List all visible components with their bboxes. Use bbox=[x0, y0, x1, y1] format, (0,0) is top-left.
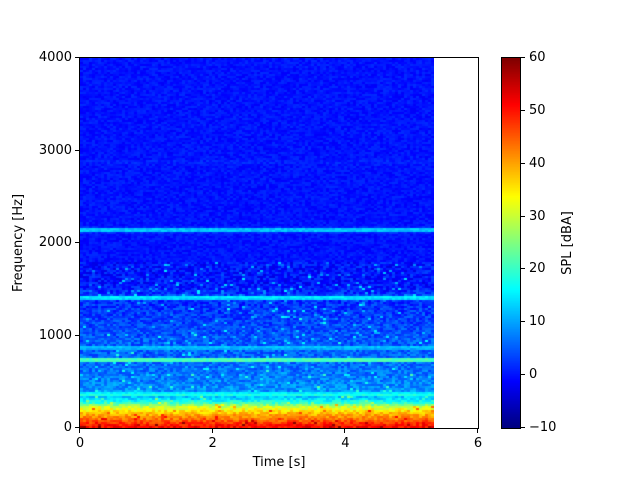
colorbar-tick-mark bbox=[521, 427, 525, 428]
y-tick-mark bbox=[75, 57, 79, 58]
spectrogram-canvas bbox=[80, 58, 434, 428]
colorbar-tick-label: 30 bbox=[529, 208, 546, 224]
y-tick-mark bbox=[75, 149, 79, 151]
colorbar-tick-mark bbox=[521, 162, 525, 164]
y-tick-label: 4000 bbox=[38, 50, 72, 65]
colorbar-tick-mark bbox=[521, 374, 525, 376]
x-tick-label: 4 bbox=[341, 436, 350, 451]
y-tick-label: 0 bbox=[63, 420, 72, 435]
y-tick-label: 1000 bbox=[38, 327, 72, 343]
y-tick-mark bbox=[75, 242, 79, 243]
x-tick-mark bbox=[477, 429, 478, 433]
colorbar-tick-mark bbox=[521, 109, 525, 111]
colorbar-tick-label: 0 bbox=[529, 367, 538, 383]
plot-axes bbox=[79, 57, 479, 429]
x-tick-label: 6 bbox=[473, 436, 483, 451]
y-tick-mark bbox=[75, 334, 79, 336]
colorbar bbox=[501, 57, 521, 429]
y-tick-label: 2000 bbox=[38, 235, 72, 250]
colorbar-gradient-canvas bbox=[502, 58, 520, 428]
colorbar-tick-label: 20 bbox=[529, 261, 546, 277]
colorbar-tick-label: 40 bbox=[529, 155, 546, 171]
colorbar-tick-mark bbox=[521, 321, 525, 323]
x-tick-label: 2 bbox=[208, 436, 217, 451]
colorbar-tick-mark bbox=[521, 268, 525, 270]
colorbar-tick-mark bbox=[521, 57, 525, 58]
colorbar-tick-label: 50 bbox=[529, 102, 546, 118]
colorbar-tick-label: 10 bbox=[529, 314, 546, 330]
x-tick-mark bbox=[344, 429, 346, 433]
x-tick-mark bbox=[79, 429, 80, 433]
x-tick-mark bbox=[211, 429, 213, 433]
x-tick-label: 0 bbox=[75, 436, 85, 451]
y-axis-label: Frequency [Hz] bbox=[11, 193, 26, 293]
y-tick-label: 3000 bbox=[38, 142, 72, 158]
colorbar-tick-label: −10 bbox=[529, 420, 557, 435]
x-axis-label: Time [s] bbox=[252, 455, 306, 470]
y-tick-mark bbox=[75, 427, 79, 428]
colorbar-tick-label: 60 bbox=[529, 50, 546, 65]
colorbar-tick-mark bbox=[521, 215, 525, 217]
